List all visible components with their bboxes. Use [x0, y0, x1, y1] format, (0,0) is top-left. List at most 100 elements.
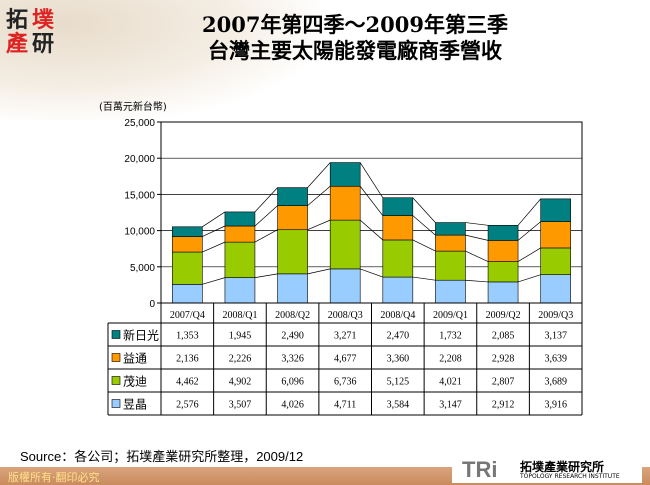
- bar-昱晶: [172, 284, 203, 304]
- series-line: [254, 205, 278, 227]
- category-label: 2008/Q3: [328, 310, 363, 321]
- bar-昱晶: [329, 268, 361, 304]
- series-line: [307, 162, 331, 188]
- data-label: 4,462: [176, 377, 199, 388]
- bar-益通: [329, 185, 361, 221]
- data-label: 3,584: [387, 400, 410, 411]
- bar-昱晶: [224, 277, 256, 304]
- org-name-en: TOPOLOGY RESEARCH INSTITUTE: [520, 473, 620, 480]
- series-line: [412, 276, 436, 281]
- logo: 拓墣 產研: [6, 7, 55, 57]
- bar-益通: [540, 221, 571, 249]
- bar-昱晶: [540, 274, 571, 304]
- data-label: 2,470: [387, 331, 410, 342]
- legend-label: 茂迪: [123, 375, 147, 389]
- data-label: 2,208: [439, 354, 462, 365]
- bar-昱晶: [435, 279, 466, 304]
- category-label: 2007/Q4: [170, 310, 205, 321]
- series-line: [359, 162, 384, 198]
- series-line: [307, 268, 331, 275]
- bar-茂迪: [172, 251, 203, 285]
- bar-茂迪: [487, 261, 519, 283]
- data-label: 3,916: [544, 400, 567, 411]
- series-line: [517, 247, 541, 262]
- bar-新日光: [329, 162, 361, 187]
- bar-昱晶: [382, 276, 414, 304]
- category-label: 2008/Q1: [222, 310, 257, 321]
- data-label: 3,507: [229, 400, 252, 411]
- series-line: [359, 186, 384, 216]
- data-label: 2,928: [492, 354, 515, 365]
- series-line: [254, 229, 278, 243]
- bar-茂迪: [382, 239, 414, 278]
- legend-label: 新日光: [123, 328, 159, 343]
- copyright: 版權所有‧翻印必究: [8, 471, 100, 484]
- bar-茂迪: [435, 250, 466, 281]
- bar-新日光: [224, 211, 256, 227]
- series-line: [202, 225, 226, 237]
- legend-label: 昱晶: [123, 398, 147, 412]
- legend-key-益通: [111, 353, 121, 362]
- bar-新日光: [382, 197, 414, 216]
- category-label: 2008/Q4: [380, 310, 415, 321]
- data-label: 2,085: [492, 331, 515, 342]
- bar-益通: [277, 205, 308, 231]
- data-label: 2,136: [176, 354, 199, 365]
- series-line: [465, 250, 489, 262]
- y-tick-label: 0: [149, 299, 155, 310]
- series-line: [202, 277, 226, 285]
- legend-key-昱晶: [111, 399, 121, 408]
- bar-昱晶: [487, 281, 519, 304]
- y-tick-label: 10,000: [124, 227, 155, 238]
- tri-logo: TRi 拓墣產業研究所 TOPOLOGY RESEARCH INSTITUTE: [452, 457, 642, 483]
- data-label: 5,125: [387, 377, 410, 388]
- bar-益通: [382, 215, 414, 241]
- bar-益通: [435, 234, 466, 252]
- y-tick-label: 25,000: [124, 118, 155, 129]
- bar-益通: [172, 236, 203, 253]
- data-label: 2,490: [281, 331, 304, 342]
- series-line: [307, 185, 331, 206]
- series-line: [360, 268, 383, 278]
- category-label: 2009/Q1: [433, 310, 468, 321]
- bar-新日光: [487, 225, 519, 241]
- data-label: 3,639: [544, 354, 567, 365]
- bar-昱晶: [277, 273, 308, 304]
- series-line: [465, 222, 489, 226]
- data-label: 4,021: [439, 377, 462, 388]
- bar-茂迪: [224, 241, 256, 278]
- title-line-2: 台灣主要太陽能發電廠商季營收: [208, 38, 502, 63]
- data-label: 1,353: [176, 331, 199, 342]
- data-label: 3,689: [544, 377, 567, 388]
- category-label: 2008/Q2: [275, 310, 310, 321]
- data-label: 4,677: [334, 354, 357, 365]
- title-line-1: 2007年第四季～2009年第三季: [202, 12, 508, 37]
- data-label: 3,147: [439, 400, 462, 411]
- series-line: [412, 215, 436, 236]
- series-line: [307, 219, 331, 231]
- legend-key-茂迪: [111, 376, 121, 385]
- series-line: [202, 241, 226, 253]
- source-note: Source：各公司；拓墣產業研究所整理，2009/12: [20, 449, 304, 464]
- series-line: [359, 219, 384, 241]
- series-line: [202, 211, 226, 228]
- org-name-cn: 拓墣產業研究所: [520, 460, 605, 474]
- series-line: [465, 234, 489, 241]
- series-line: [517, 274, 541, 283]
- background-map: [0, 0, 320, 120]
- data-label: 2,912: [492, 400, 515, 411]
- series-line: [465, 279, 489, 283]
- category-label: 2009/Q2: [486, 310, 521, 321]
- tri-logo-mark: TRi: [462, 457, 498, 482]
- data-label: 1,732: [439, 331, 462, 342]
- series-line: [254, 273, 278, 278]
- data-label: 3,360: [387, 354, 410, 365]
- data-label: 3,137: [544, 331, 567, 342]
- y-tick-label: 5,000: [130, 263, 155, 274]
- bar-茂迪: [277, 229, 308, 275]
- data-label: 4,711: [334, 400, 356, 411]
- data-label: 2,226: [229, 354, 252, 365]
- bar-益通: [224, 225, 256, 243]
- data-label: 3,271: [334, 331, 357, 342]
